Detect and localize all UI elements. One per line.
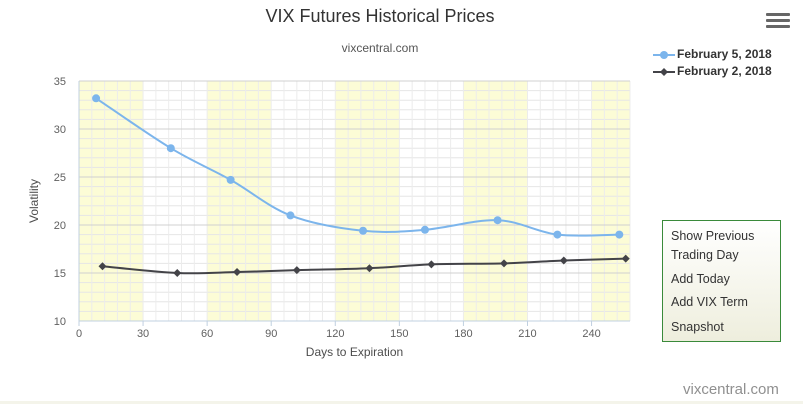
bottom-border [0, 401, 803, 404]
data-point [98, 262, 107, 271]
y-tick-label: 30 [54, 124, 66, 136]
context-menu: Show Previous Trading Day Add Today Add … [662, 220, 781, 342]
y-tick-label: 10 [54, 316, 66, 328]
y-tick-label: 20 [54, 220, 66, 232]
x-tick-label: 0 [76, 328, 82, 340]
menu-item-add-vix-term[interactable]: Add VIX Term [671, 295, 748, 309]
legend-diamond-icon [653, 68, 675, 76]
data-point [499, 259, 508, 268]
data-point [615, 230, 624, 239]
x-tick-label: 150 [390, 328, 408, 340]
data-point [553, 230, 562, 239]
y-tick-label: 35 [54, 76, 66, 88]
x-axis-title: Days to Expiration [306, 345, 403, 359]
data-point [286, 211, 295, 220]
chart-title: VIX Futures Historical Prices [265, 6, 495, 26]
plot-band [79, 81, 144, 321]
data-point [173, 269, 182, 277]
x-tick-label: 120 [326, 328, 344, 340]
x-tick-label: 60 [201, 328, 213, 340]
data-point [559, 256, 568, 265]
hamburger-menu-icon[interactable] [766, 13, 790, 33]
plot-band [335, 81, 400, 321]
menu-item-add-today[interactable]: Add Today [671, 272, 730, 286]
menu-item-snapshot[interactable]: Snapshot [671, 320, 724, 334]
data-point [233, 268, 242, 277]
data-point [359, 226, 368, 235]
plot-band [463, 81, 528, 321]
chart-subtitle: vixcentral.com [341, 41, 419, 55]
credit-link[interactable]: vixcentral.com [683, 381, 779, 398]
y-tick-label: 25 [54, 172, 66, 184]
x-tick-label: 240 [582, 328, 600, 340]
data-point [427, 260, 436, 269]
x-tick-label: 90 [265, 328, 277, 340]
x-tick-label: 210 [518, 328, 536, 340]
legend-label: February 5, 2018 [677, 47, 772, 61]
y-axis-title: Volatility [27, 179, 41, 223]
data-point [365, 264, 374, 273]
data-point [92, 94, 101, 103]
data-point [166, 144, 175, 153]
plot-band [591, 81, 630, 321]
y-tick-label: 15 [54, 268, 66, 280]
data-point [621, 254, 630, 263]
legend-circle-icon [653, 51, 675, 59]
series-line-1 [95, 97, 620, 237]
plot-band [207, 81, 272, 321]
data-point [420, 225, 429, 234]
data-point [292, 266, 301, 275]
x-tick-label: 180 [454, 328, 472, 340]
data-point [493, 216, 502, 225]
legend-label: February 2, 2018 [677, 64, 772, 78]
x-tick-label: 30 [137, 328, 149, 340]
menu-item-show-previous-trading-day[interactable]: Show Previous Trading Day [671, 229, 755, 262]
data-point [226, 175, 235, 184]
